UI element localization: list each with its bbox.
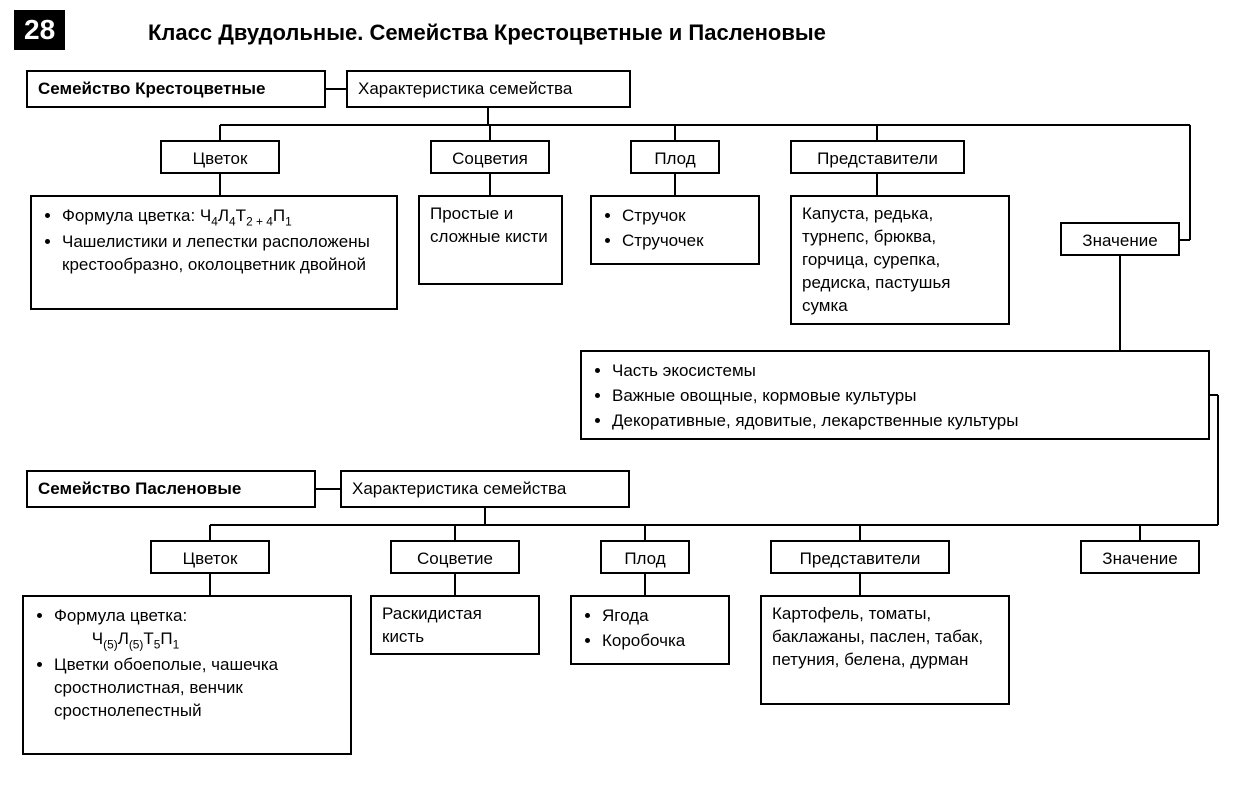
family2-representatives-detail: Картофель, томаты, баклажаны, паслен, та… bbox=[760, 595, 1010, 705]
list-item: Стручок bbox=[622, 205, 748, 228]
family1-flower-header: Цветок bbox=[160, 140, 280, 174]
list-item: Декоративные, ядовитые, лекарственные ку… bbox=[612, 410, 1198, 433]
family2-fruit-header: Плод bbox=[600, 540, 690, 574]
list-item: Часть экосистемы bbox=[612, 360, 1198, 383]
family1-significance-header: Значение bbox=[1060, 222, 1180, 256]
family1-inflorescence-header: Соцветия bbox=[430, 140, 550, 174]
family2-significance-header: Значение bbox=[1080, 540, 1200, 574]
family2-fruit-detail: ЯгодаКоробочка bbox=[570, 595, 730, 665]
family2-name: Семейство Пасленовые bbox=[26, 470, 316, 508]
family2-flower-header: Цветок bbox=[150, 540, 270, 574]
family1-characteristics: Характеристика семейства bbox=[346, 70, 631, 108]
family2-flower-formula: Формула цветка: Ч(5)Л(5)Т5П1 bbox=[54, 605, 340, 652]
list-item: Коробочка bbox=[602, 630, 718, 653]
family1-inflorescence-detail: Простые и сложные кисти bbox=[418, 195, 563, 285]
family2-flower-line2: Цветки обоеполые, чашечка сростнолистная… bbox=[54, 654, 340, 723]
list-item: Важные овощные, кормовые культуры bbox=[612, 385, 1198, 408]
family2-representatives-header: Представители bbox=[770, 540, 950, 574]
family1-fruit-header: Плод bbox=[630, 140, 720, 174]
family1-fruit-detail: СтручокСтручочек bbox=[590, 195, 760, 265]
list-item: Ягода bbox=[602, 605, 718, 628]
family2-inflorescence-header: Соцветие bbox=[390, 540, 520, 574]
family2-inflorescence-detail: Раскидистая кисть bbox=[370, 595, 540, 655]
family1-flower-line2: Чашелистики и лепестки расположены крест… bbox=[62, 231, 386, 277]
family2-flower-detail: Формула цветка: Ч(5)Л(5)Т5П1 Цветки обое… bbox=[22, 595, 352, 755]
family2-characteristics: Характеристика семейства bbox=[340, 470, 630, 508]
family1-name: Семейство Крестоцветные bbox=[26, 70, 326, 108]
family1-representatives-detail: Капуста, редька, турнепс, брюква, горчиц… bbox=[790, 195, 1010, 325]
family1-significance-detail: Часть экосистемыВажные овощные, кормовые… bbox=[580, 350, 1210, 440]
family1-flower-detail: Формула цветка: Ч4Л4Т2 + 4П1 Чашелистики… bbox=[30, 195, 398, 310]
list-item: Стручочек bbox=[622, 230, 748, 253]
family1-flower-formula: Формула цветка: Ч4Л4Т2 + 4П1 bbox=[62, 205, 386, 229]
family1-representatives-header: Представители bbox=[790, 140, 965, 174]
